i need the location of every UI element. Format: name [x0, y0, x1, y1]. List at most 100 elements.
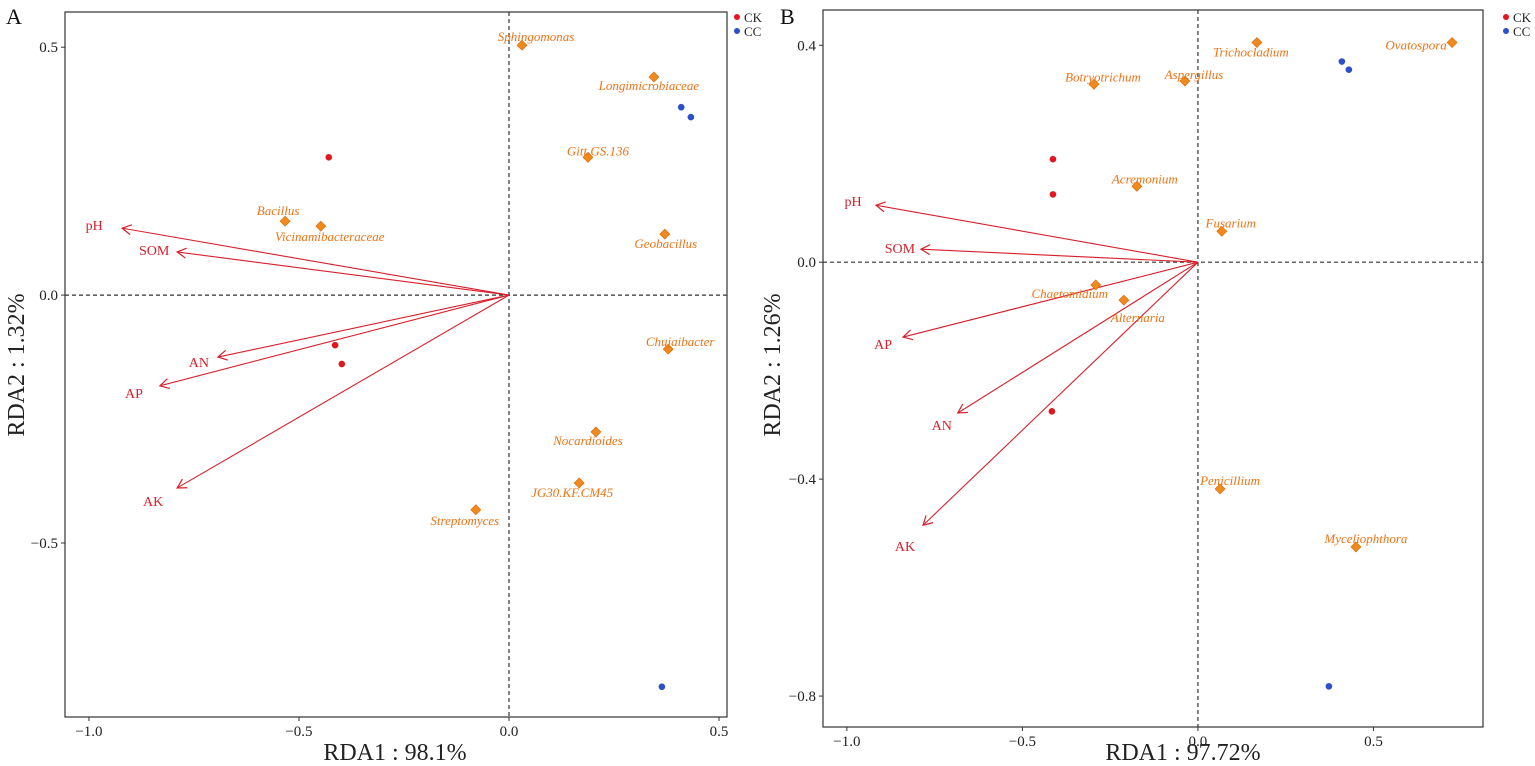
- species-marker: [470, 504, 482, 516]
- species-marker: [659, 228, 671, 240]
- sample-point-cc: [1338, 58, 1346, 65]
- x-axis-title: RDA1 : 97.72%: [1105, 740, 1260, 766]
- species-label: Streptomyces: [430, 513, 499, 528]
- panel-b: B −1.0 −0.5 0.0 0.5 0.4 0.0 −0.4 −0.8 RDA1 : 97.7…: [760, 4, 1532, 766]
- x-tick-label: −0.5: [285, 724, 312, 740]
- species-marker: [590, 426, 602, 438]
- x-tick-label: 0.5: [710, 724, 729, 740]
- y-tick-label: 0.0: [39, 288, 58, 304]
- x-tick-label: −1.0: [833, 734, 860, 750]
- species-label: Aspergillus: [1164, 67, 1224, 82]
- x-tick-label: 0.0: [1189, 734, 1208, 750]
- legend-label-cc: CC: [744, 24, 761, 39]
- sample-point-ck: [1048, 407, 1056, 415]
- panel-letter: A: [6, 4, 22, 29]
- env-label-som: SOM: [885, 242, 916, 257]
- species-marker: [1214, 483, 1226, 495]
- x-tick-label: 0.0: [500, 724, 519, 740]
- species-marker: [662, 343, 674, 355]
- species-label: Geobacillus: [634, 236, 697, 251]
- y-tick-label: −0.5: [31, 536, 58, 552]
- sample-point-ck: [325, 153, 333, 161]
- plot-frame: [64, 11, 728, 718]
- y-axis-title: RDA2 : 1.32%: [4, 293, 30, 436]
- legend-marker-ck: [734, 14, 740, 20]
- legend-label-cc: CC: [1513, 24, 1530, 39]
- env-arrow-ak: [922, 261, 1199, 527]
- species-marker: [1251, 37, 1263, 48]
- species-label: Botryotrichum: [1065, 69, 1141, 84]
- y-axis-title: RDA2 : 1.26%: [760, 293, 786, 436]
- species-label: Nocardioides: [552, 433, 623, 448]
- env-arrow-an: [216, 294, 510, 361]
- env-label-ak: AK: [143, 495, 163, 510]
- legend-marker-cc: [734, 28, 740, 34]
- x-tick-label: −1.0: [75, 724, 102, 740]
- species-label: Longimicrobiaceae: [598, 78, 700, 93]
- legend-label-ck: CK: [1513, 10, 1532, 25]
- sample-point-cc: [1345, 66, 1353, 74]
- sample-point-cc: [658, 683, 666, 691]
- species-label: Myceliophthora: [1323, 531, 1408, 546]
- env-arrow-ph: [120, 224, 510, 296]
- species-label: JG30.KF.CM45: [531, 485, 614, 500]
- species-label: Chujaibacter: [646, 334, 716, 349]
- env-arrow-ak: [176, 294, 510, 489]
- legend-marker-ck: [1503, 14, 1509, 20]
- species-marker: [279, 215, 291, 227]
- x-tick-label: −0.5: [1009, 734, 1036, 750]
- species-label: Fusarium: [1205, 215, 1257, 230]
- y-tick-label: 0.4: [797, 38, 816, 54]
- species-marker: [573, 477, 585, 489]
- species-label: Penicillium: [1199, 473, 1260, 488]
- species-label: Vicinamibacteraceae: [275, 229, 385, 244]
- species-label: Trichocladium: [1213, 45, 1289, 60]
- sample-point-ck: [1049, 155, 1057, 163]
- env-arrow-som: [919, 244, 1198, 263]
- env-label-ap: AP: [125, 387, 143, 402]
- env-label-an: AN: [189, 356, 209, 371]
- y-tick-label: −0.4: [789, 472, 817, 488]
- species-label: Sphingomonas: [498, 29, 575, 44]
- env-arrow-ph: [874, 201, 1199, 263]
- species-marker: [648, 71, 660, 83]
- species-marker: [1131, 180, 1143, 192]
- env-arrow-ap: [901, 261, 1199, 341]
- env-arrow-som: [175, 247, 510, 296]
- x-axis-title: RDA1 : 98.1%: [323, 740, 466, 766]
- env-label-ph: pH: [844, 195, 861, 210]
- env-label-ph: pH: [86, 219, 103, 234]
- species-label: Bacillus: [257, 203, 300, 218]
- env-label-an: AN: [932, 419, 952, 434]
- species-label: Chaetomidium: [1031, 286, 1108, 301]
- panel-letter: B: [780, 4, 795, 29]
- env-arrow-an: [956, 261, 1199, 414]
- species-marker: [1216, 225, 1228, 237]
- species-marker: [1118, 294, 1130, 306]
- sample-point-cc: [1325, 682, 1333, 690]
- species-label: Gitt.GS.136: [567, 143, 630, 158]
- sample-point-cc: [687, 113, 695, 121]
- env-label-som: SOM: [139, 244, 170, 259]
- y-tick-label: 0.5: [39, 40, 58, 56]
- env-label-ap: AP: [874, 338, 892, 353]
- species-marker: [1350, 541, 1362, 553]
- env-label-ak: AK: [895, 540, 915, 555]
- sample-point-ck: [331, 341, 339, 349]
- sample-point-cc: [677, 103, 685, 111]
- x-tick-label: 0.5: [1364, 734, 1383, 750]
- species-marker: [1090, 279, 1102, 291]
- env-arrow-ap: [158, 294, 510, 389]
- y-tick-label: 0.0: [797, 255, 816, 271]
- species-marker: [582, 151, 594, 163]
- panel-a: A −1.0 −0.5 0.0 0.5 0.5 0.0 −0.5 RDA1 : 98.1% RDA…: [4, 4, 763, 766]
- species-marker: [1179, 75, 1191, 87]
- species-marker: [516, 39, 528, 51]
- species-label: Acremonium: [1111, 171, 1178, 186]
- species-marker: [1446, 37, 1458, 48]
- species-marker: [315, 220, 327, 232]
- legend-label-ck: CK: [744, 10, 763, 25]
- plot-frame: [822, 9, 1484, 728]
- y-tick-label: −0.8: [789, 689, 816, 705]
